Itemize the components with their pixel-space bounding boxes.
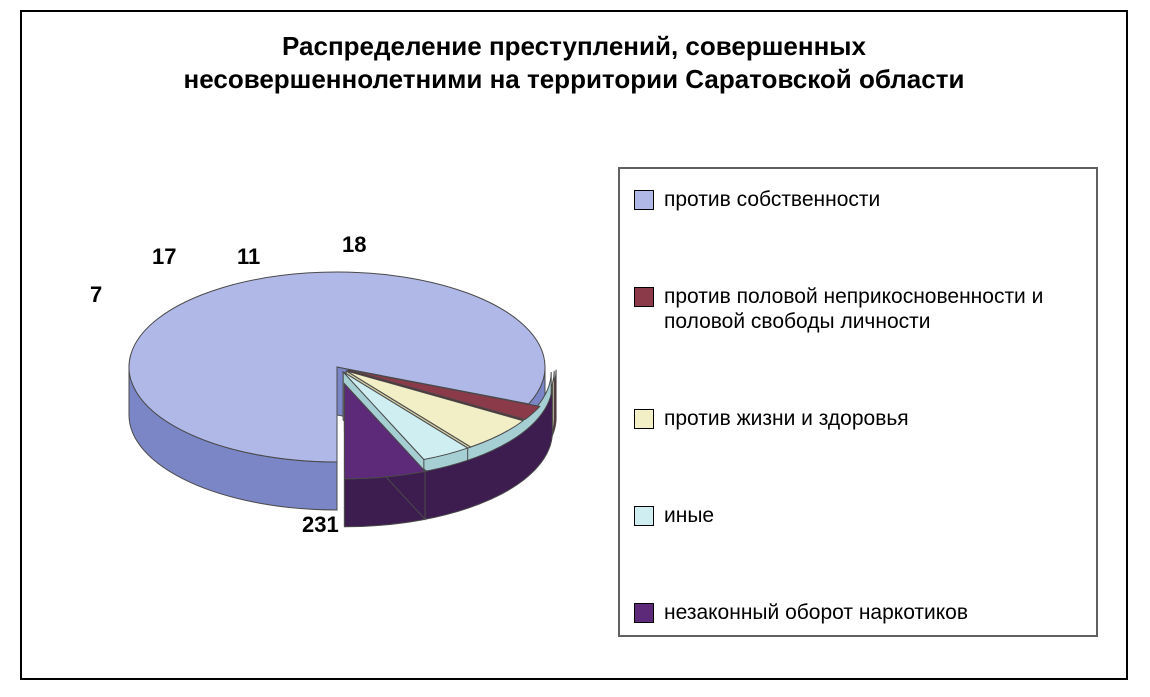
legend-item-2: против жизни и здоровья xyxy=(634,406,1082,431)
data-label-1: 7 xyxy=(90,282,102,308)
legend-label-3: иные xyxy=(664,503,714,528)
data-label-2: 17 xyxy=(152,244,176,270)
data-label-3: 11 xyxy=(237,244,260,270)
data-label-0: 231 xyxy=(302,512,339,538)
legend-swatch-2 xyxy=(634,409,654,429)
data-label-4: 18 xyxy=(342,232,366,258)
chart-title: Распределение преступлений, совершенных … xyxy=(22,30,1126,95)
legend-item-1: против половой неприкосновенности и поло… xyxy=(634,284,1082,334)
legend-item-0: против собственности xyxy=(634,187,1082,212)
legend-swatch-0 xyxy=(634,190,654,210)
legend-label-0: против собственности xyxy=(664,187,880,212)
legend-label-2: против жизни и здоровья xyxy=(664,406,909,431)
chart-legend: против собственности против половой непри… xyxy=(618,167,1098,637)
legend-swatch-1 xyxy=(634,287,654,307)
pie-chart: 231 7 17 11 18 xyxy=(52,212,592,592)
chart-frame: Распределение преступлений, совершенных … xyxy=(20,10,1128,680)
legend-swatch-3 xyxy=(634,506,654,526)
legend-item-3: иные xyxy=(634,503,1082,528)
legend-item-4: незаконный оборот наркотиков xyxy=(634,600,1082,625)
legend-label-4: незаконный оборот наркотиков xyxy=(664,600,968,625)
chart-title-line2: несовершеннолетними на территории Сарато… xyxy=(184,64,965,94)
chart-title-line1: Распределение преступлений, совершенных xyxy=(282,31,866,61)
legend-swatch-4 xyxy=(634,603,654,623)
legend-label-1: против половой неприкосновенности и поло… xyxy=(664,284,1082,334)
